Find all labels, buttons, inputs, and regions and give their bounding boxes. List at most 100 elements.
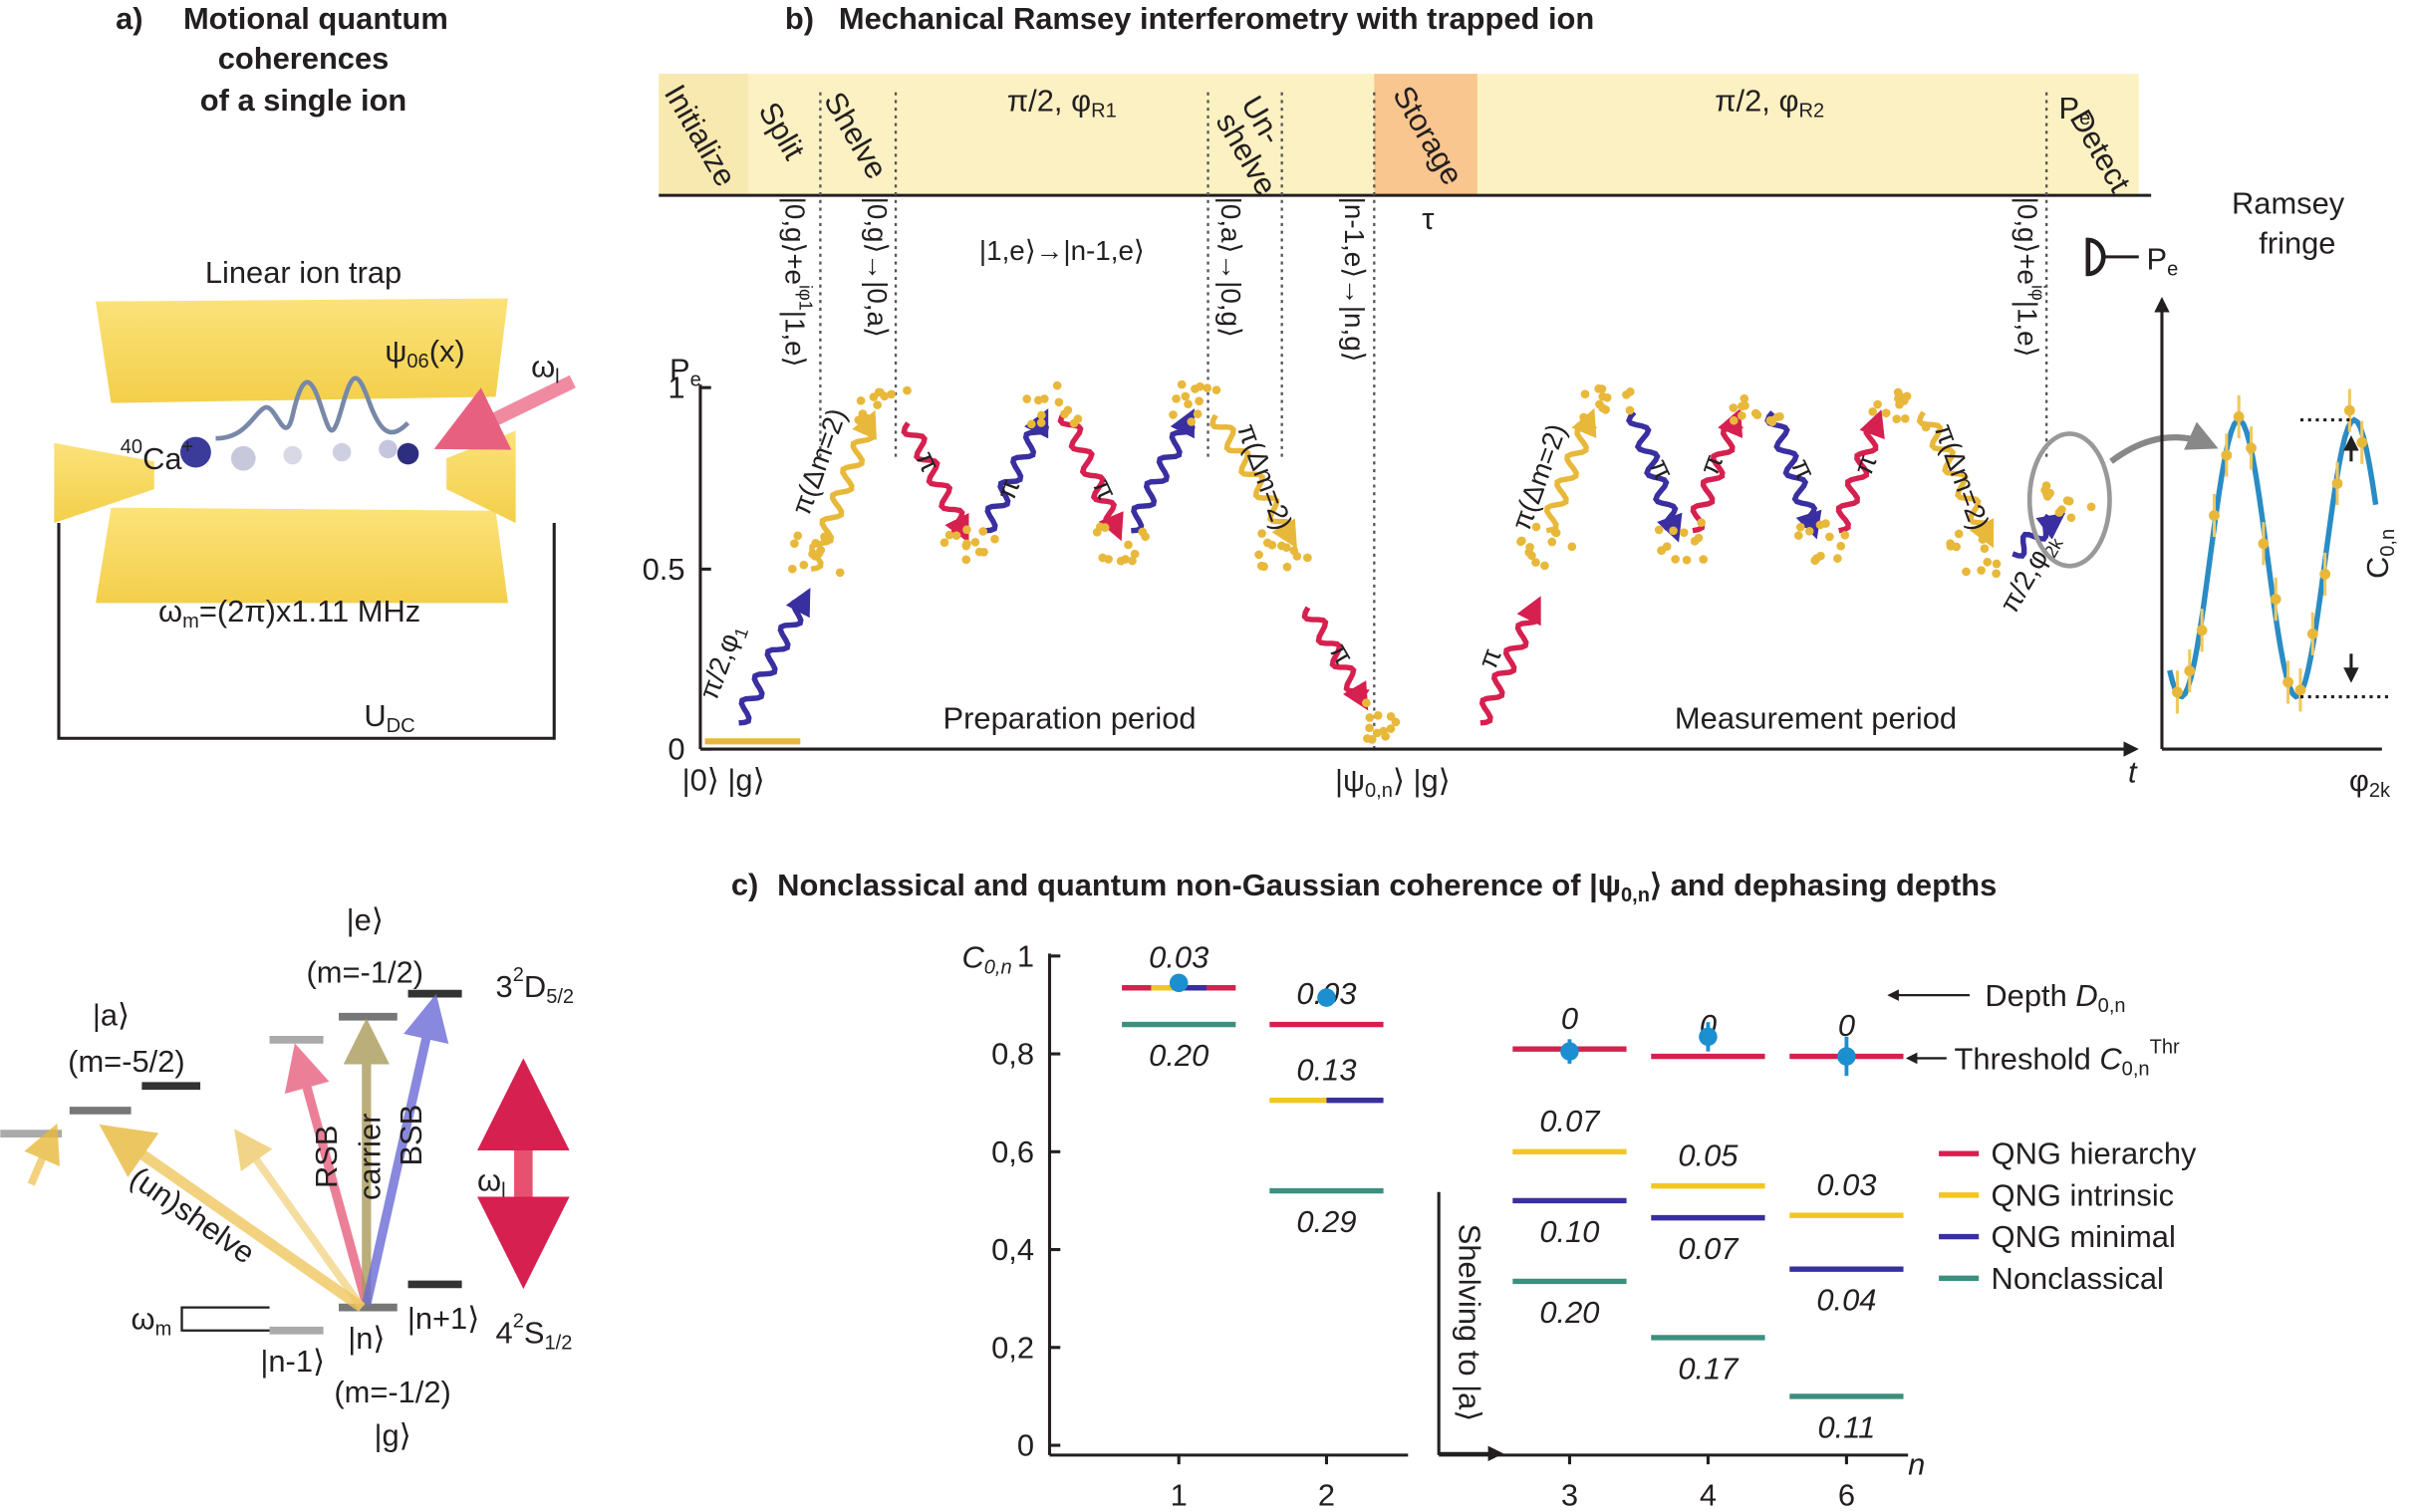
state-label: |ψ xyxy=(1335,762,1365,797)
measured-point xyxy=(1881,408,1891,418)
state-label: |a⟩ xyxy=(93,998,130,1033)
fringe-point xyxy=(2306,629,2318,639)
measured-point xyxy=(1992,569,2001,579)
measured-point xyxy=(1191,384,1200,393)
state-label: |n+1⟩ xyxy=(407,1301,479,1336)
measured-point xyxy=(876,387,885,397)
pulse-arrow xyxy=(1835,409,1885,534)
measured-point xyxy=(1821,519,1830,528)
legend-label: QNG intrinsic xyxy=(1992,1177,2175,1212)
pulse-arrow xyxy=(901,421,969,544)
ion xyxy=(397,442,419,465)
measured-point xyxy=(869,392,879,401)
voltage-label: DC xyxy=(387,715,415,737)
depth-label: 0.03 xyxy=(1816,1167,1876,1202)
stage-label: π/2, φ xyxy=(1715,83,1798,118)
term-label: S xyxy=(524,1315,545,1350)
measured-point xyxy=(1551,528,1561,538)
x-tick-label: 3 xyxy=(1561,1478,1578,1512)
wavefunction-label: (x) xyxy=(429,334,465,369)
laser-label: l xyxy=(555,367,559,388)
measured-point xyxy=(1983,557,1993,567)
measured-point xyxy=(1262,538,1272,548)
pulse-label: π(Δm=2) xyxy=(1231,419,1298,534)
measured-point xyxy=(1892,414,1902,424)
measured-point xyxy=(1540,561,1549,571)
measured-point xyxy=(1531,522,1541,532)
measured-point xyxy=(1669,526,1678,536)
measured-point xyxy=(1836,541,1846,551)
measured-point xyxy=(1362,698,1371,707)
inset-label: C xyxy=(2360,557,2395,579)
chart-title: Nonclassical and quantum non-Gaussian co… xyxy=(777,867,1997,906)
depth-label: 0.07 xyxy=(1539,1104,1601,1138)
measured-point xyxy=(1124,540,1133,550)
measured-point xyxy=(1767,417,1777,426)
annotation: Threshold C0,nThr xyxy=(1955,1036,2180,1080)
x-axis-label: n xyxy=(1908,1447,1925,1482)
fringe-point xyxy=(2221,449,2233,461)
annotation: Depth D0,n xyxy=(1985,978,2125,1018)
transition-label: RSB xyxy=(309,1126,344,1188)
measured-point xyxy=(820,535,830,545)
measured-point xyxy=(1138,527,1148,537)
transition-label: BSB xyxy=(394,1105,428,1166)
pulse-label: π xyxy=(910,446,945,476)
initialize-band xyxy=(659,74,748,196)
stage-label: R1 xyxy=(1091,100,1117,122)
fringe-point xyxy=(2343,404,2355,416)
inset-title: fringe xyxy=(2259,225,2335,260)
depth-label: 0.03 xyxy=(1149,939,1208,974)
panel-label: c) xyxy=(731,867,758,901)
measured-point xyxy=(1729,403,1739,412)
measured-point xyxy=(1033,395,1043,405)
inset-title: Ramsey xyxy=(2232,185,2345,220)
pulse-arrow xyxy=(1764,410,1822,540)
trap-frequency: ωm xyxy=(132,1301,172,1341)
measured-point xyxy=(1373,711,1383,720)
measured-point xyxy=(799,560,809,570)
transition-label: (un)shelve xyxy=(124,1159,261,1270)
fringe-point xyxy=(2233,411,2245,422)
measured-point xyxy=(1104,555,1113,564)
measured-point xyxy=(1096,522,1105,532)
measured-point xyxy=(1810,556,1820,566)
measured-point xyxy=(1254,550,1263,560)
measured-point xyxy=(1365,713,1375,722)
fringe-point xyxy=(2270,594,2281,605)
ion xyxy=(230,445,256,471)
depth-label: 0.05 xyxy=(1678,1137,1739,1172)
measured-point xyxy=(1694,533,1704,543)
y-tick-label: 0,4 xyxy=(991,1232,1034,1267)
term-label: D xyxy=(524,968,546,1003)
measured-point xyxy=(1289,546,1299,556)
period-label: Preparation period xyxy=(943,701,1197,736)
measured-point xyxy=(1054,397,1064,407)
measured-point xyxy=(1560,1042,1579,1061)
annotation: Threshold xyxy=(1955,1041,2100,1076)
laser-label: ω xyxy=(477,1162,501,1197)
measured-point xyxy=(1795,522,1805,532)
legend-label: Nonclassical xyxy=(1992,1261,2164,1296)
trap-frequency: ω xyxy=(132,1301,155,1336)
state-label: |e⟩ xyxy=(347,902,384,937)
measured-point xyxy=(961,555,971,565)
stage-label: R2 xyxy=(1798,100,1824,122)
y-tick-label: 0 xyxy=(668,732,684,767)
y-tick-label: 0,2 xyxy=(991,1330,1034,1365)
measured-point xyxy=(790,539,799,548)
ion xyxy=(283,445,302,465)
measured-point xyxy=(1169,410,1178,419)
measured-point xyxy=(1952,542,1961,552)
measured-point xyxy=(1303,553,1312,563)
x-tick-label: 2 xyxy=(1318,1478,1335,1512)
measured-point xyxy=(811,538,821,548)
measured-point xyxy=(1837,1047,1856,1066)
x-tick-label: 4 xyxy=(1700,1478,1717,1512)
inset-label: 0,n xyxy=(2377,529,2399,557)
measured-point xyxy=(1579,412,1588,422)
detector xyxy=(2085,237,2106,277)
measured-point xyxy=(1893,387,1903,397)
pulse-arrow xyxy=(1478,596,1541,726)
